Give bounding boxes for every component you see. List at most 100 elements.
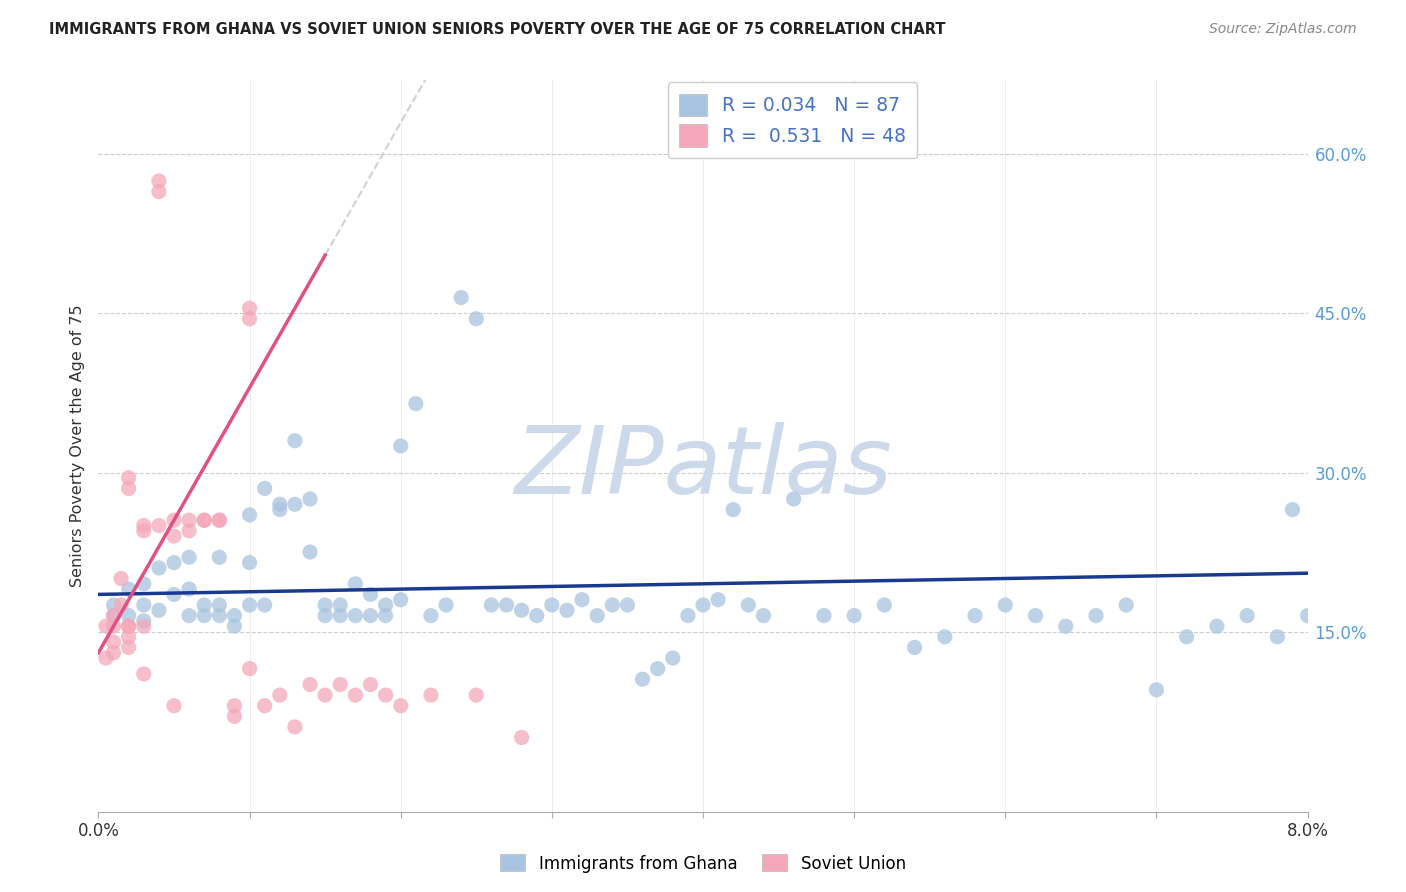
Legend: Immigrants from Ghana, Soviet Union: Immigrants from Ghana, Soviet Union [494,847,912,880]
Point [783,491,806,506]
Point [118,619,141,633]
Point [239,556,262,570]
Point [148,174,170,188]
Point [692,598,714,612]
Point [179,550,201,565]
Point [299,491,322,506]
Point [224,619,246,633]
Point [224,608,246,623]
Point [94,651,117,665]
Point [813,608,835,623]
Point [374,598,396,612]
Point [329,677,352,691]
Point [148,518,170,533]
Point [465,688,488,702]
Point [132,576,155,591]
Point [329,598,352,612]
Point [405,396,427,410]
Point [389,698,412,713]
Point [1146,682,1168,697]
Point [1267,630,1289,644]
Point [450,291,472,305]
Point [1281,502,1303,516]
Point [602,598,624,612]
Point [132,614,155,628]
Point [647,662,669,676]
Point [344,576,367,591]
Point [103,635,125,649]
Point [904,640,927,655]
Point [389,439,412,453]
Point [374,608,396,623]
Point [1115,598,1137,612]
Point [118,630,141,644]
Point [314,598,336,612]
Point [103,598,125,612]
Point [208,598,231,612]
Text: IMMIGRANTS FROM GHANA VS SOVIET UNION SENIORS POVERTY OVER THE AGE OF 75 CORRELA: IMMIGRANTS FROM GHANA VS SOVIET UNION SE… [49,22,946,37]
Point [360,677,382,691]
Point [179,582,201,596]
Point [284,720,307,734]
Point [284,497,307,511]
Point [631,672,654,686]
Point [344,688,367,702]
Point [253,598,276,612]
Point [571,592,593,607]
Point [208,608,231,623]
Point [1085,608,1108,623]
Point [193,513,215,527]
Point [239,508,262,522]
Point [118,640,141,655]
Point [1206,619,1229,633]
Point [994,598,1017,612]
Point [420,608,443,623]
Point [510,603,533,617]
Point [110,598,132,612]
Point [118,471,141,485]
Point [737,598,759,612]
Point [148,561,170,575]
Point [239,301,262,316]
Point [329,608,352,623]
Point [360,608,382,623]
Point [103,646,125,660]
Point [193,513,215,527]
Point [495,598,517,612]
Point [1236,608,1258,623]
Point [193,608,215,623]
Point [873,598,896,612]
Point [284,434,307,448]
Point [132,619,155,633]
Point [1054,619,1077,633]
Point [1025,608,1047,623]
Point [239,311,262,326]
Point [224,709,246,723]
Point [723,502,745,516]
Point [540,598,562,612]
Point [374,688,396,702]
Point [132,667,155,681]
Y-axis label: Seniors Poverty Over the Age of 75: Seniors Poverty Over the Age of 75 [69,305,84,587]
Point [389,592,412,607]
Point [224,698,246,713]
Point [1296,608,1319,623]
Point [1175,630,1198,644]
Point [707,592,730,607]
Point [163,529,186,543]
Point [208,513,231,527]
Point [269,497,291,511]
Point [299,677,322,691]
Point [661,651,683,665]
Text: Source: ZipAtlas.com: Source: ZipAtlas.com [1209,22,1357,37]
Point [208,513,231,527]
Point [844,608,866,623]
Point [103,608,125,623]
Point [163,698,186,713]
Point [360,587,382,601]
Point [253,698,276,713]
Point [110,572,132,586]
Point [103,619,125,633]
Point [163,556,186,570]
Point [420,688,443,702]
